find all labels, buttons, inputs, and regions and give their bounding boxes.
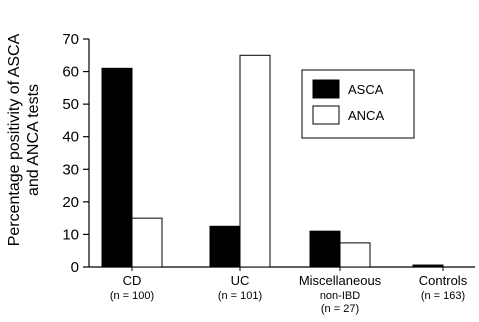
bar-asca <box>309 230 341 268</box>
legend-label-asca: ASCA <box>348 82 384 97</box>
bar-asca <box>412 264 444 268</box>
bar-anca <box>131 217 163 268</box>
y-tick-label: 50 <box>62 96 79 113</box>
y-axis-label-line-1: Percentage positivity of ASCA <box>6 33 23 246</box>
y-tick-label: 60 <box>62 64 79 81</box>
y-tick-label: 10 <box>62 226 79 243</box>
x-axis-labels: CD (n = 100) UC (n = 101) Miscellaneous non-I… <box>110 273 468 315</box>
y-tick-label: 20 <box>62 194 79 211</box>
y-tick-label: 70 <box>62 31 79 48</box>
legend-swatch-asca <box>312 79 340 99</box>
legend: ASCA ANCA <box>301 69 415 139</box>
category-sublabel: (n = 101) <box>218 290 262 302</box>
y-tick-label: 30 <box>62 161 79 178</box>
category-sublabel: (n = 100) <box>110 290 154 302</box>
category-label: CD <box>123 273 142 288</box>
bar-anca <box>239 54 271 268</box>
bars <box>101 54 444 268</box>
category-label: UC <box>231 273 250 288</box>
y-tick-label: 0 <box>71 259 79 276</box>
category-sublabel: (n = 27) <box>321 303 359 315</box>
legend-swatch-anca <box>312 105 340 125</box>
category-label: Miscellaneous <box>299 273 382 288</box>
category-sublabel: non-IBD <box>320 290 360 302</box>
category-label: Controls <box>419 273 468 288</box>
y-axis-label-line-2: and ANCA tests <box>25 84 42 196</box>
y-tick-label: 40 <box>62 129 79 146</box>
bar-asca <box>101 67 133 268</box>
legend-label-anca: ANCA <box>348 108 384 123</box>
y-axis-label: Percentage positivity of ASCA and ANCA t… <box>6 33 42 246</box>
category-sublabel: (n = 163) <box>421 290 465 302</box>
bar-anca <box>339 242 371 268</box>
bar-asca <box>209 225 241 268</box>
